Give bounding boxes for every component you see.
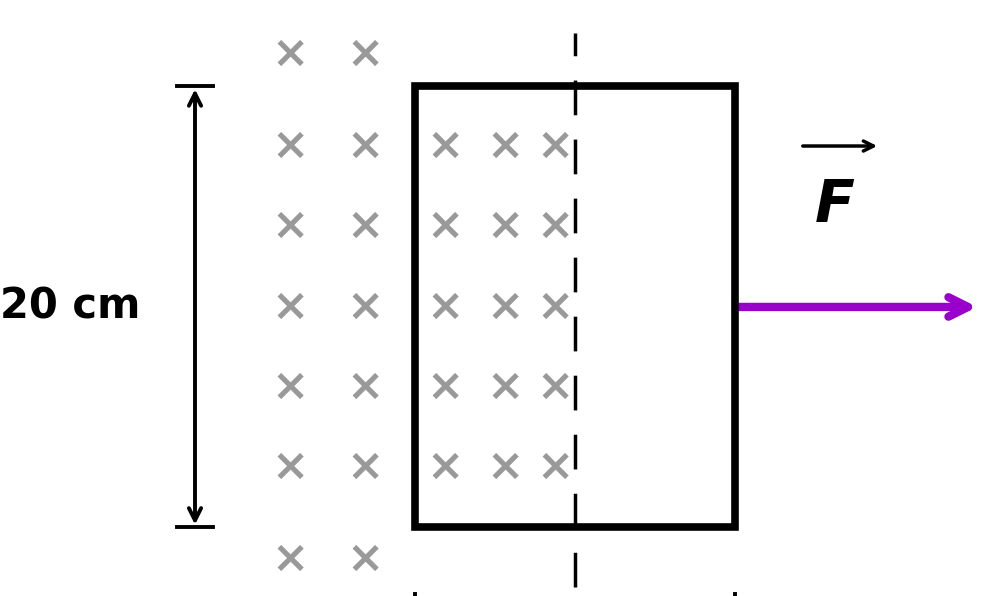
Text: ×: × bbox=[486, 365, 524, 409]
Text: ×: × bbox=[486, 285, 524, 328]
Text: 20 cm: 20 cm bbox=[0, 286, 140, 328]
Text: ×: × bbox=[271, 125, 309, 168]
Text: ×: × bbox=[536, 125, 574, 168]
Text: ×: × bbox=[346, 538, 384, 581]
Text: ×: × bbox=[486, 446, 524, 489]
Text: ×: × bbox=[486, 125, 524, 168]
Text: ×: × bbox=[426, 446, 464, 489]
Text: ×: × bbox=[426, 365, 464, 409]
Text: ×: × bbox=[426, 125, 464, 168]
Text: ×: × bbox=[346, 285, 384, 328]
Text: ×: × bbox=[271, 446, 309, 489]
Text: ×: × bbox=[271, 205, 309, 249]
Bar bbox=[415, 86, 735, 527]
Text: ×: × bbox=[346, 365, 384, 409]
Text: ×: × bbox=[346, 446, 384, 489]
Text: ×: × bbox=[486, 205, 524, 249]
Text: ×: × bbox=[271, 538, 309, 581]
Text: F: F bbox=[815, 177, 855, 234]
Text: ×: × bbox=[536, 365, 574, 409]
Text: ×: × bbox=[536, 205, 574, 249]
Text: ×: × bbox=[271, 33, 309, 76]
Text: ×: × bbox=[536, 285, 574, 328]
Text: ×: × bbox=[536, 446, 574, 489]
Text: ×: × bbox=[271, 365, 309, 409]
Text: ×: × bbox=[426, 205, 464, 249]
Text: ×: × bbox=[271, 285, 309, 328]
Text: ×: × bbox=[346, 33, 384, 76]
Text: ×: × bbox=[426, 285, 464, 328]
Text: ×: × bbox=[346, 205, 384, 249]
Text: ×: × bbox=[346, 125, 384, 168]
